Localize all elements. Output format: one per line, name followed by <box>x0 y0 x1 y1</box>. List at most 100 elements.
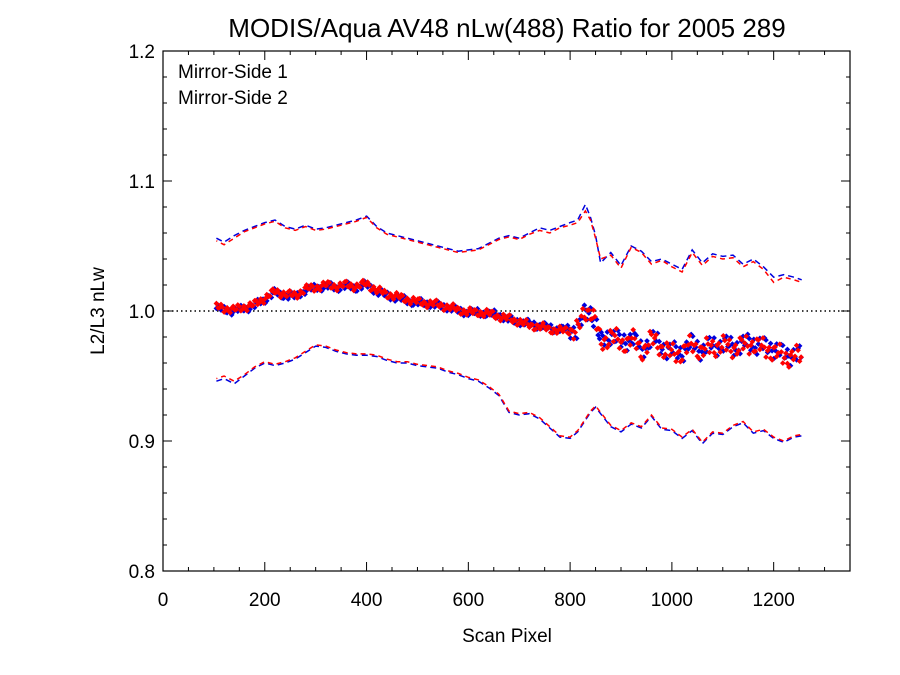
x-tick-label: 1200 <box>753 590 795 611</box>
x-tick-label: 600 <box>452 590 484 611</box>
data-point <box>250 302 256 309</box>
data-point <box>590 323 597 330</box>
data-point <box>670 340 676 347</box>
data-point <box>696 355 702 362</box>
y-axis-label: L2/L3 nLw <box>88 267 109 355</box>
series-1-lower-line <box>216 345 802 445</box>
x-tick-label: 1000 <box>651 590 693 611</box>
data-point <box>317 287 324 294</box>
legend-entry-mirror-side-2: Mirror-Side 2 <box>178 88 288 109</box>
data-point <box>631 335 638 342</box>
data-point <box>779 360 786 366</box>
data-point <box>563 324 569 331</box>
data-point <box>583 317 589 323</box>
data-point <box>772 344 779 350</box>
data-point <box>608 329 615 336</box>
data-point <box>792 353 798 360</box>
data-point <box>283 293 290 300</box>
x-tick-label: 800 <box>554 590 586 611</box>
data-point <box>633 345 640 352</box>
data-point <box>757 346 763 353</box>
data-point <box>761 344 768 351</box>
data-point <box>715 340 722 347</box>
data-point <box>648 331 655 338</box>
data-point <box>570 336 577 342</box>
data-point <box>706 349 713 356</box>
data-point <box>399 292 406 299</box>
data-point <box>793 342 800 349</box>
data-point <box>725 341 731 348</box>
data-point <box>586 307 592 313</box>
data-point <box>613 325 620 332</box>
data-point <box>743 333 750 340</box>
data-point <box>615 336 621 343</box>
data-point <box>650 340 656 347</box>
data-point <box>644 349 650 356</box>
data-point <box>616 331 623 338</box>
data-point <box>692 341 699 347</box>
data-point <box>726 337 733 343</box>
data-point <box>776 341 783 348</box>
data-point <box>590 307 597 313</box>
data-point <box>267 293 273 299</box>
data-point <box>755 337 762 343</box>
data-point <box>740 345 746 352</box>
data-point <box>717 349 724 355</box>
chart-title: MODIS/Aqua AV48 nLw(488) Ratio for 2005 … <box>228 13 785 43</box>
plot-area <box>163 202 850 445</box>
data-point <box>766 344 772 351</box>
data-point <box>683 349 690 356</box>
data-point <box>625 335 632 341</box>
x-tick-label: 200 <box>249 590 281 611</box>
legend-entry-mirror-side-1: Mirror-Side 1 <box>178 62 288 83</box>
data-point <box>702 346 708 352</box>
series-1-upper-line <box>216 202 802 281</box>
data-point <box>622 340 629 347</box>
data-point <box>662 351 669 358</box>
data-point <box>656 351 663 358</box>
data-point <box>718 344 725 351</box>
data-point <box>512 317 519 324</box>
data-point <box>244 307 250 314</box>
data-point <box>769 357 775 363</box>
series-2-points <box>213 277 804 370</box>
x-tick-label: 400 <box>351 590 383 611</box>
data-point <box>343 278 350 285</box>
y-tick-label: 1.2 <box>129 42 155 63</box>
data-point <box>720 332 727 339</box>
series-2-upper-line <box>216 209 802 284</box>
data-point <box>596 326 603 333</box>
data-point <box>786 364 792 370</box>
data-point <box>783 350 789 357</box>
data-point <box>439 302 446 309</box>
data-point <box>450 301 456 307</box>
data-point <box>735 347 742 354</box>
data-point <box>433 297 440 304</box>
data-point <box>763 354 769 360</box>
data-point <box>596 335 603 342</box>
data-point <box>529 321 536 328</box>
data-point <box>700 352 707 359</box>
data-point <box>732 342 739 348</box>
data-point <box>630 326 637 333</box>
data-point <box>738 336 745 343</box>
data-point <box>636 339 643 346</box>
series-2-lower-line <box>216 344 802 444</box>
data-point <box>326 279 333 286</box>
data-point <box>602 334 609 341</box>
data-point <box>219 304 226 311</box>
data-point <box>383 289 389 296</box>
y-tick-label: 0.8 <box>129 562 155 583</box>
data-point <box>644 338 650 344</box>
data-point <box>619 337 626 343</box>
data-point <box>376 284 383 291</box>
y-tick-label: 1.0 <box>129 302 155 323</box>
data-point <box>213 300 220 307</box>
data-point <box>709 338 716 345</box>
data-point <box>728 348 734 355</box>
data-point <box>286 287 293 294</box>
data-point <box>357 284 363 291</box>
data-point <box>506 312 513 318</box>
data-point <box>752 348 759 355</box>
